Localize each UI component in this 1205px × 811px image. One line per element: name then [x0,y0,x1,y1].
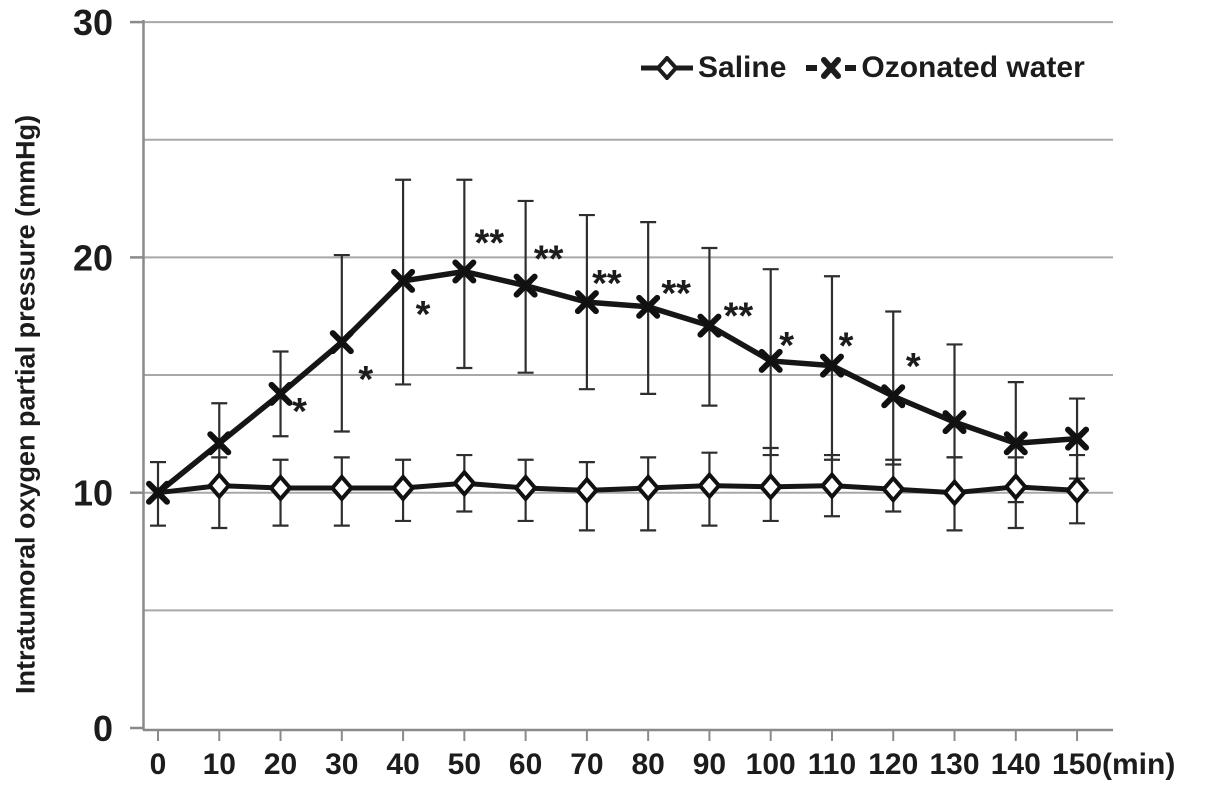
saline-marker [268,473,293,503]
x-tick-label: 10 [203,748,236,781]
significance-asterisk: * [906,346,921,388]
ozonated-water-marker [697,313,722,338]
ozonated-water-marker [758,348,783,373]
x-tick-label: 30 [325,748,358,781]
x-tick-label: 110 [808,748,856,781]
x-tick-label: 40 [386,748,419,781]
saline-marker [942,478,967,507]
saline-marker [636,473,661,503]
y-tick-label: 10 [73,473,113,514]
x-tick-label: 150 [1052,748,1102,781]
ozonated-water-marker [452,259,477,284]
ozonated-water-line [155,268,1080,496]
y-tick-label: 20 [73,237,113,278]
ozonated-water-marker [329,330,354,355]
x-tick-label: 130 [929,748,979,781]
saline-marker [329,473,354,503]
significance-asterisk: * [292,391,307,433]
significance-asterisk: * [416,294,431,336]
x-tick-label: 0 [150,748,167,781]
significance-asterisk: * [358,359,373,401]
legend-label-ozonated-water: Ozonated water [861,51,1085,84]
ozonated-water-marker [268,381,293,406]
saline-marker [819,471,845,500]
y-tick-label: 0 [93,708,113,749]
ozonated-water-marker [881,384,906,409]
saline-marker [452,469,477,498]
significance-asterisk: ** [592,263,622,305]
saline-marker [390,473,416,503]
x-tick-label: 120 [868,748,918,781]
x-tick-label: 20 [264,748,297,781]
significance-asterisk: ** [724,296,754,338]
ozonated-water-line-marker-icon [806,57,857,79]
ozonated-water-marker [207,431,232,456]
ozonated-water-marker [574,290,599,315]
ozonated-water-marker [1003,431,1028,456]
legend-label-saline: Saline [698,51,787,84]
x-tick-label: 50 [448,748,481,781]
saline-marker [207,471,232,500]
saline-marker [697,471,722,500]
ozonated-water-marker [513,273,538,298]
legend: Saline Ozonated water [641,51,1085,85]
saline-marker [1064,476,1090,505]
ozonated-water-marker [1065,426,1090,451]
legend-item-ozonated-water: Ozonated water [806,51,1085,85]
significance-asterisk: ** [475,223,505,265]
x-tick-label: 90 [693,748,726,781]
saline-marker [574,476,600,505]
saline-line [155,480,1080,496]
x-tick-label: 70 [570,748,603,781]
ozonated-water-marker [391,268,416,293]
significance-asterisk: ** [534,239,564,281]
saline-marker [758,472,783,501]
ozonated-water-marker [146,480,170,505]
legend-item-saline: Saline [641,51,786,85]
ozonated-water-marker [819,353,844,378]
saline-line-marker-icon [641,56,693,80]
significance-asterisk: * [839,326,854,368]
significance-asterisk: * [779,325,794,367]
saline-marker [881,475,906,504]
x-tick-label: 60 [509,748,542,781]
ozonated-water-marker [942,410,967,435]
y-tick-label: 30 [73,2,113,43]
ozonated-water-marker [636,294,661,319]
x-axis-unit-label: (min) [1102,748,1175,781]
significance-asterisk: ** [661,273,691,315]
saline-marker [513,473,538,503]
saline-marker [1003,472,1028,501]
x-tick-label: 80 [631,748,664,781]
x-tick-label: 100 [746,748,796,781]
x-tick-label: 140 [991,748,1041,781]
